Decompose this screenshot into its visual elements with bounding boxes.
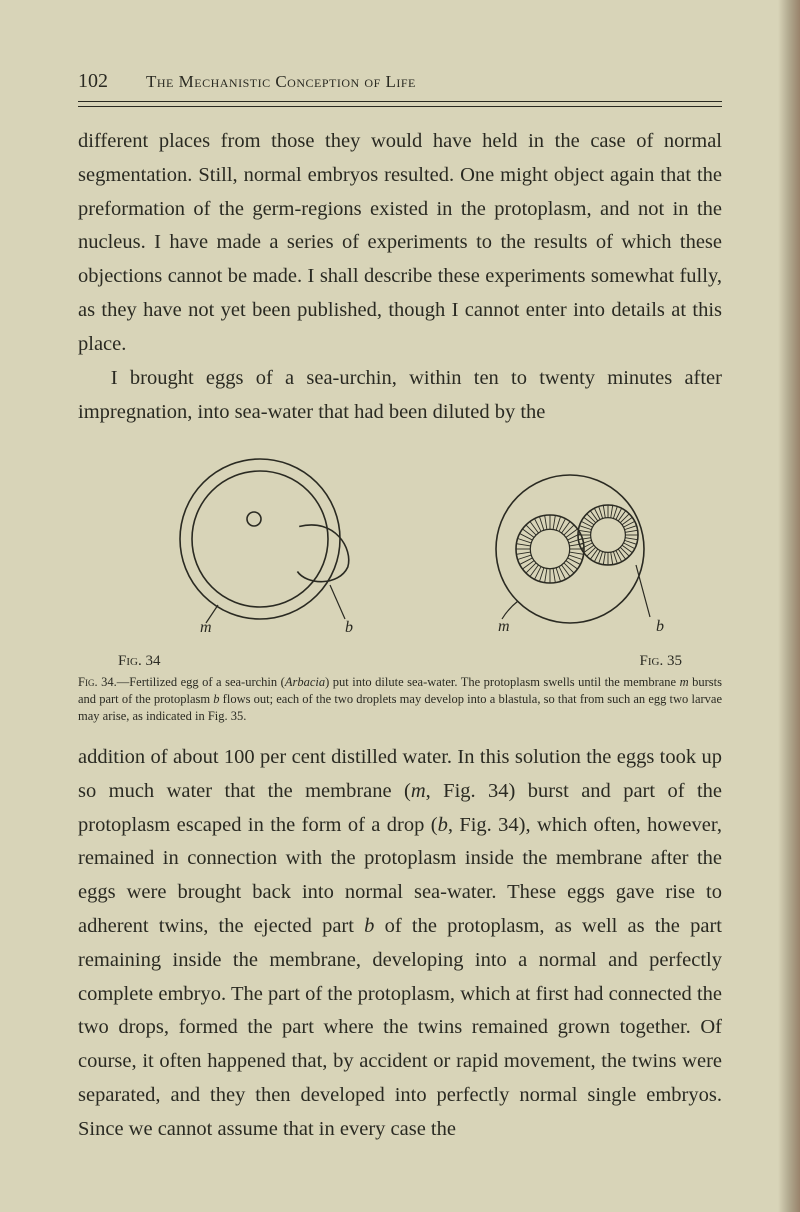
fig35-label: Fig. 35 — [640, 653, 682, 670]
header-rule — [78, 106, 722, 107]
svg-text:m: m — [200, 619, 212, 636]
paragraph-2: I brought eggs of a sea-urchin, within t… — [78, 362, 722, 430]
fig-34: m b — [180, 459, 353, 636]
body-text-top: different places from those they would h… — [78, 125, 722, 429]
paragraph-3: addition of about 100 per cent distilled… — [78, 741, 722, 1147]
svg-text:b: b — [656, 618, 664, 635]
svg-text:b: b — [345, 619, 353, 636]
figure-labels-row: Fig. 34 Fig. 35 — [118, 653, 682, 670]
running-head: The Mechanistic Conception of Life — [146, 72, 416, 92]
fig-35: m b — [496, 475, 664, 635]
page-number: 102 — [78, 70, 108, 93]
scanned-page: 102 The Mechanistic Conception of Life d… — [0, 0, 800, 1212]
figure-caption: Fig. 34.—Fertilized egg of a sea-urchin … — [78, 674, 722, 725]
figures-svg: m b m b — [78, 447, 722, 647]
page-header: 102 The Mechanistic Conception of Life — [78, 70, 722, 102]
paragraph-1: different places from those they would h… — [78, 125, 722, 362]
body-text-bottom: addition of about 100 per cent distilled… — [78, 741, 722, 1147]
fig34-label: Fig. 34 — [118, 653, 160, 670]
svg-text:m: m — [498, 618, 510, 635]
